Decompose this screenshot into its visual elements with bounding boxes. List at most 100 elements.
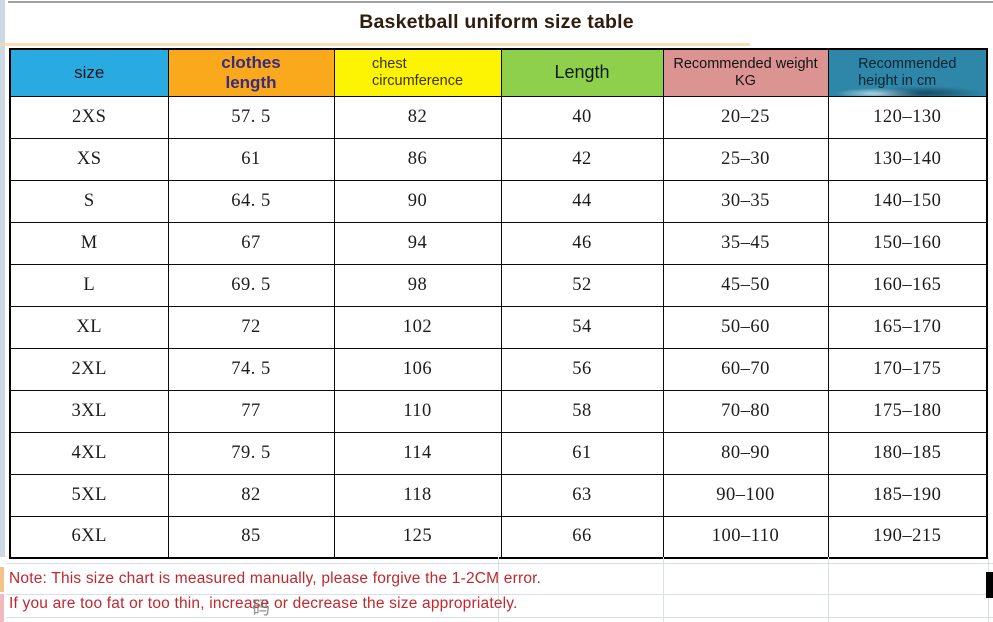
note-line-2: If you are too fat or too thin, increase… (9, 595, 518, 612)
table-cell: 80–90 (662, 431, 829, 475)
column-header-label: clothes length (221, 52, 281, 92)
table-cell: 185–190 (827, 473, 988, 517)
table-cell: 2XS (9, 95, 169, 139)
left-edge-strip-orange (0, 567, 4, 592)
gridline-vertical (663, 557, 664, 622)
table-cell: 77 (167, 389, 335, 433)
table-cell: 64. 5 (167, 179, 335, 223)
table-cell: 5XL (9, 473, 169, 517)
table-row: 2XL 74. 5 106 56 60–70 170–175 (9, 347, 988, 391)
table-cell: 63 (500, 473, 664, 517)
table-cell: 52 (500, 263, 664, 307)
table-cell: 140–150 (827, 179, 988, 223)
table-cell: 102 (333, 305, 502, 349)
table-cell: 118 (333, 473, 502, 517)
size-table: size clothes length chest circumference … (9, 48, 988, 559)
column-header-chest-circumference: chest circumference (333, 48, 502, 97)
table-cell: 50–60 (662, 305, 829, 349)
column-header-label: Recommended height in cm (858, 55, 957, 89)
table-cell: 190–215 (827, 515, 988, 559)
table-cell: 69. 5 (167, 263, 335, 307)
gridline-horizontal (6, 594, 993, 595)
header-row: size clothes length chest circumference … (9, 48, 988, 97)
table-cell: 85 (167, 515, 335, 559)
watermark-character: 码 (252, 598, 270, 618)
column-header-length: Length (500, 48, 664, 97)
table-cell: XS (9, 137, 169, 181)
table-cell: 44 (500, 179, 664, 223)
table-cell: 70–80 (662, 389, 829, 433)
column-header-label: chest circumference (371, 55, 464, 89)
left-edge-strip-pink (0, 594, 4, 622)
table-cell: 98 (333, 263, 502, 307)
table-row: S 64. 5 90 44 30–35 140–150 (9, 179, 988, 223)
table-cell: 125 (333, 515, 502, 559)
table-row: M 67 94 46 35–45 150–160 (9, 221, 988, 265)
gridline-vertical (828, 557, 829, 622)
size-table-body: 2XS 57. 5 82 40 20–25 120–130 XS 61 86 42 25–30 130… (9, 95, 988, 559)
table-cell: 2XL (9, 347, 169, 391)
table-cell: 180–185 (827, 431, 988, 475)
column-header-recommended-height: Recommended height in cm (827, 48, 988, 97)
table-cell: 120–130 (827, 95, 988, 139)
table-cell: 66 (500, 515, 664, 559)
table-cell: M (9, 221, 169, 265)
table-cell: 60–70 (662, 347, 829, 391)
page-title: Basketball uniform size table (359, 11, 634, 33)
table-cell: 82 (333, 95, 502, 139)
table-cell: S (9, 179, 169, 223)
note-line-1: Note: This size chart is measured manual… (9, 570, 542, 587)
table-cell: L (9, 263, 169, 307)
table-cell: 40 (500, 95, 664, 139)
table-row: 6XL 85 125 66 100–110 190–215 (9, 515, 988, 559)
table-cell: 86 (333, 137, 502, 181)
table-cell: 165–170 (827, 305, 988, 349)
table-cell: 90 (333, 179, 502, 223)
black-edge-mark (986, 572, 993, 598)
table-cell: 106 (333, 347, 502, 391)
column-header-label: Recommended weight KG (673, 55, 818, 89)
table-cell: 67 (167, 221, 335, 265)
table-cell: 170–175 (827, 347, 988, 391)
table-cell: 61 (500, 431, 664, 475)
table-cell: 56 (500, 347, 664, 391)
table-cell: XL (9, 305, 169, 349)
left-edge-strip (0, 0, 5, 557)
table-cell: 175–180 (827, 389, 988, 433)
size-table-header: size clothes length chest circumference … (9, 48, 988, 97)
table-cell: 160–165 (827, 263, 988, 307)
table-cell: 4XL (9, 431, 169, 475)
table-cell: 114 (333, 431, 502, 475)
notes: Note: This size chart is measured manual… (9, 566, 541, 616)
gridline-vertical (498, 557, 499, 622)
table-cell: 82 (167, 473, 335, 517)
table-cell: 46 (500, 221, 664, 265)
table-cell: 45–50 (662, 263, 829, 307)
table-cell: 150–160 (827, 221, 988, 265)
table-cell: 42 (500, 137, 664, 181)
table-cell: 72 (167, 305, 335, 349)
table-cell: 100–110 (662, 515, 829, 559)
column-header-clothes-length: clothes length (167, 48, 335, 97)
gridline-horizontal (6, 617, 993, 618)
table-row: 2XS 57. 5 82 40 20–25 120–130 (9, 95, 988, 139)
table-cell: 130–140 (827, 137, 988, 181)
table-row: XL 72 102 54 50–60 165–170 (9, 305, 988, 349)
table-cell: 6XL (9, 515, 169, 559)
table-row: L 69. 5 98 52 45–50 160–165 (9, 263, 988, 307)
table-cell: 20–25 (662, 95, 829, 139)
table-cell: 61 (167, 137, 335, 181)
table-cell: 57. 5 (167, 95, 335, 139)
column-header-size: size (9, 48, 169, 97)
table-cell: 30–35 (662, 179, 829, 223)
table-row: 5XL 82 118 63 90–100 185–190 (9, 473, 988, 517)
column-header-label: size (74, 62, 105, 82)
top-border-line (8, 1, 993, 3)
table-cell: 90–100 (662, 473, 829, 517)
gridline-horizontal (6, 563, 993, 564)
table-cell: 110 (333, 389, 502, 433)
table-cell: 79. 5 (167, 431, 335, 475)
table-row: 3XL 77 110 58 70–80 175–180 (9, 389, 988, 433)
table-row: XS 61 86 42 25–30 130–140 (9, 137, 988, 181)
